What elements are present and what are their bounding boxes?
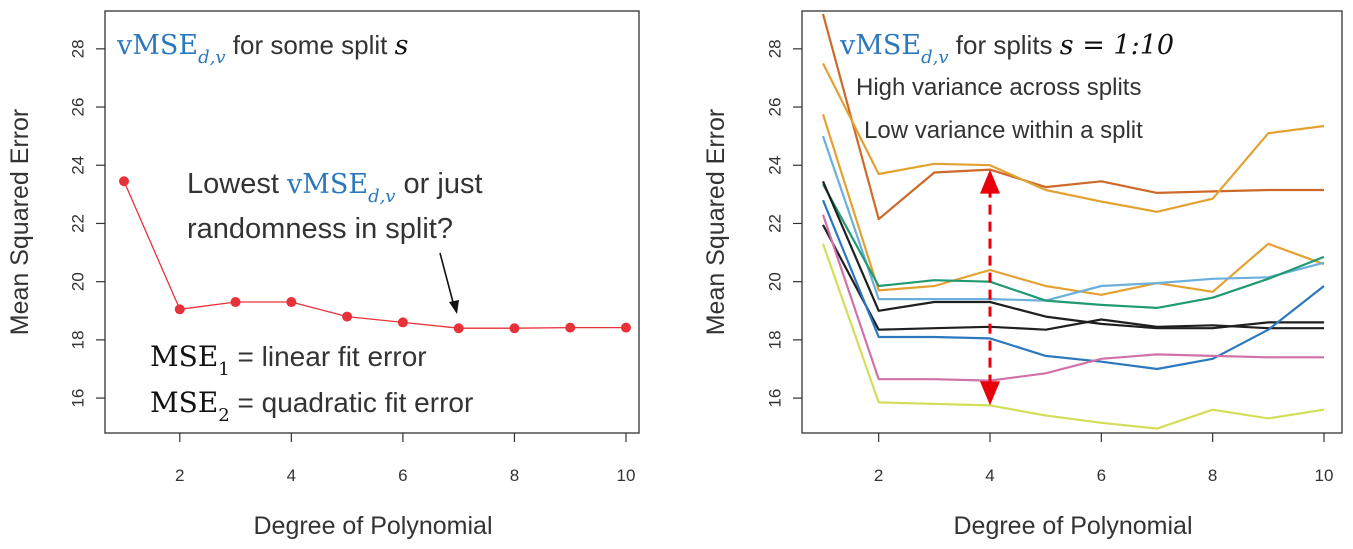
left-y-tick-label: 28	[69, 39, 88, 58]
right-panel-title: vMSEd,v for splits s = 1:10	[839, 30, 1174, 68]
right-y-tick-label: 26	[766, 98, 785, 117]
right-y-axis: 16 18 20 22 24 26 28	[766, 39, 802, 408]
low-variance-label: Low variance within a split	[864, 117, 1143, 144]
right-series-line-4	[821, 135, 1325, 302]
left-data-point	[509, 323, 520, 334]
left-y-axis-label: Mean Squared Error	[6, 109, 34, 336]
question-or-just: or just	[395, 168, 482, 200]
mse2-base: MSE	[150, 386, 218, 419]
right-y-tick-label: 18	[766, 330, 785, 349]
right-x-axis-label: Degree of Polynomial	[953, 512, 1192, 540]
right-series-line-7	[822, 224, 1324, 331]
right-series-line-2	[822, 62, 1325, 213]
mse1-sub: 1	[218, 359, 229, 380]
left-panel-title: vMSEd,v for some split s	[116, 30, 408, 68]
variance-arrow-head-up	[980, 169, 1000, 194]
mse2-rest: = quadratic fit error	[230, 387, 474, 418]
left-title-vmse: vMSE	[116, 30, 198, 61]
left-title-rest: for some split	[226, 30, 395, 60]
mse2-sub: 2	[218, 405, 229, 426]
mse2-label: MSE2 = quadratic fit error	[150, 386, 473, 426]
left-y-tick-label: 20	[69, 272, 88, 291]
mse1-label: MSE1 = linear fit error	[150, 340, 427, 380]
right-series-line-10	[821, 243, 1325, 430]
right-x-tick-label: 6	[1097, 466, 1106, 485]
question-annotation-line1: Lowest vMSEd,v or just	[187, 168, 483, 207]
left-series-line-1	[123, 181, 626, 329]
right-y-tick-label: 28	[766, 39, 785, 58]
right-x-axis: 2 4 6 8 10	[874, 433, 1334, 485]
right-y-tick-label: 22	[766, 214, 785, 233]
left-data-point	[286, 297, 297, 308]
left-data-point	[342, 311, 353, 322]
question-lowest: Lowest	[187, 168, 287, 200]
left-y-tick-label: 18	[69, 330, 88, 349]
left-data-point	[230, 297, 241, 308]
left-x-tick-label: 2	[175, 466, 184, 485]
left-title-s: s	[395, 30, 409, 61]
right-title-math: s = 1:10	[1060, 30, 1174, 61]
left-data-point	[397, 317, 408, 328]
right-series-line-5	[822, 183, 1325, 309]
question-vmse: vMSE	[286, 169, 368, 200]
right-x-tick-label: 2	[874, 466, 883, 485]
left-title-sub: d,v	[198, 47, 225, 68]
right-plot-frame	[801, 10, 1343, 434]
right-y-tick-label: 20	[766, 272, 785, 291]
right-series-line-9	[821, 214, 1324, 382]
left-data-point	[453, 323, 464, 334]
variance-arrow	[980, 169, 1000, 406]
left-x-tick-label: 4	[287, 466, 296, 485]
right-title-rest: for splits	[949, 30, 1060, 60]
mse1-base: MSE	[150, 340, 218, 373]
left-plot-frame	[104, 10, 640, 434]
high-variance-label: High variance across splits	[856, 74, 1141, 101]
right-series	[821, 13, 1325, 430]
left-y-axis: 16 18 20 22 24 26 28	[69, 39, 105, 408]
right-title-sub: d,v	[921, 47, 948, 68]
right-x-tick-label: 10	[1315, 466, 1334, 485]
right-x-tick-label: 4	[985, 466, 994, 485]
left-data-point	[621, 322, 631, 333]
question-annotation-line2: randomness in split?	[187, 213, 453, 245]
left-y-tick-label: 16	[69, 389, 88, 408]
mse1-rest: = linear fit error	[230, 341, 427, 372]
right-title-vmse: vMSE	[839, 30, 921, 61]
variance-arrow-head-down	[980, 381, 1000, 406]
question-arrow	[439, 252, 459, 314]
right-y-tick-label: 24	[766, 156, 785, 175]
question-sub: d,v	[368, 186, 395, 207]
left-y-tick-label: 26	[69, 98, 88, 117]
right-x-tick-label: 8	[1208, 466, 1217, 485]
left-x-tick-label: 10	[617, 466, 636, 485]
right-series-line-6	[821, 180, 1324, 330]
right-series-line-8	[821, 199, 1325, 371]
left-x-axis: 2 4 6 8 10	[175, 433, 635, 485]
left-data-point	[119, 176, 129, 187]
left-x-axis-label: Degree of Polynomial	[253, 512, 492, 540]
right-series-line-1	[821, 13, 1324, 221]
left-data-point	[174, 304, 185, 315]
right-y-tick-label: 16	[766, 389, 785, 408]
left-y-tick-label: 24	[69, 156, 88, 175]
left-x-tick-label: 6	[398, 466, 407, 485]
left-x-tick-label: 8	[510, 466, 519, 485]
right-series-line-3	[821, 113, 1325, 296]
right-y-axis-label: Mean Squared Error	[702, 109, 730, 336]
left-data-point	[565, 322, 576, 333]
left-y-tick-label: 22	[69, 214, 88, 233]
left-series	[119, 176, 631, 334]
